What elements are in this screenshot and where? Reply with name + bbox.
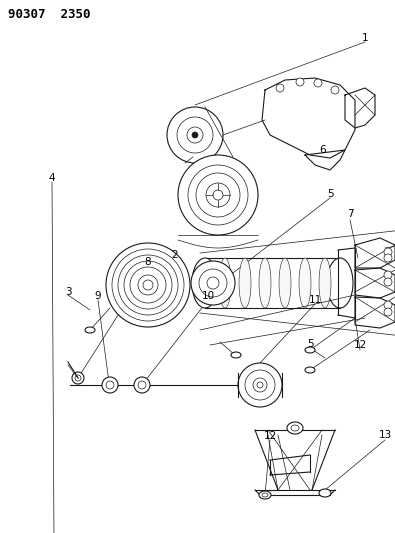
Ellipse shape — [384, 254, 392, 262]
Ellipse shape — [85, 327, 95, 333]
Ellipse shape — [384, 278, 392, 286]
Ellipse shape — [124, 261, 172, 309]
Ellipse shape — [291, 425, 299, 431]
Ellipse shape — [262, 493, 268, 497]
Ellipse shape — [138, 381, 146, 389]
Ellipse shape — [143, 280, 153, 290]
Text: 1: 1 — [362, 33, 368, 43]
Text: 3: 3 — [65, 287, 71, 297]
Ellipse shape — [206, 183, 230, 207]
Ellipse shape — [106, 243, 190, 327]
Ellipse shape — [331, 86, 339, 94]
Ellipse shape — [276, 84, 284, 92]
Ellipse shape — [384, 248, 392, 256]
Ellipse shape — [138, 275, 158, 295]
Ellipse shape — [327, 258, 353, 308]
Ellipse shape — [219, 258, 231, 308]
Text: 6: 6 — [320, 145, 326, 155]
Ellipse shape — [238, 363, 282, 407]
Text: 5: 5 — [327, 189, 333, 199]
Text: 5: 5 — [307, 339, 313, 349]
Ellipse shape — [177, 117, 213, 153]
Ellipse shape — [72, 372, 84, 384]
Ellipse shape — [314, 79, 322, 87]
Ellipse shape — [192, 258, 218, 308]
Ellipse shape — [192, 132, 198, 138]
Ellipse shape — [130, 267, 166, 303]
Ellipse shape — [384, 271, 392, 279]
Ellipse shape — [253, 378, 267, 392]
Ellipse shape — [319, 489, 331, 497]
Ellipse shape — [75, 375, 81, 381]
Text: 4: 4 — [49, 173, 55, 183]
Ellipse shape — [319, 258, 331, 308]
Ellipse shape — [188, 165, 248, 225]
Ellipse shape — [102, 377, 118, 393]
Ellipse shape — [287, 422, 303, 434]
Ellipse shape — [239, 258, 251, 308]
Text: 7: 7 — [347, 209, 353, 219]
Text: 2: 2 — [172, 250, 178, 260]
Ellipse shape — [167, 107, 223, 163]
Text: 90307  2350: 90307 2350 — [8, 8, 90, 21]
Ellipse shape — [191, 261, 235, 305]
Ellipse shape — [134, 377, 150, 393]
Ellipse shape — [178, 155, 258, 235]
Ellipse shape — [259, 491, 271, 499]
Ellipse shape — [231, 352, 241, 358]
Text: 9: 9 — [95, 291, 101, 301]
Ellipse shape — [187, 127, 203, 143]
Ellipse shape — [106, 381, 114, 389]
Text: 8: 8 — [145, 257, 151, 267]
Ellipse shape — [118, 255, 178, 315]
Ellipse shape — [305, 367, 315, 373]
Ellipse shape — [259, 258, 271, 308]
Ellipse shape — [245, 370, 275, 400]
Ellipse shape — [196, 173, 240, 217]
Ellipse shape — [299, 258, 311, 308]
Text: 12: 12 — [354, 340, 367, 350]
Text: 13: 13 — [378, 430, 391, 440]
Ellipse shape — [207, 277, 219, 289]
Text: 10: 10 — [201, 291, 214, 301]
Ellipse shape — [257, 382, 263, 388]
Ellipse shape — [305, 347, 315, 353]
Text: 12: 12 — [263, 431, 276, 441]
Ellipse shape — [296, 78, 304, 86]
Ellipse shape — [213, 190, 223, 200]
Ellipse shape — [279, 258, 291, 308]
Ellipse shape — [384, 308, 392, 316]
Ellipse shape — [112, 249, 184, 321]
Ellipse shape — [384, 301, 392, 309]
Text: 11: 11 — [308, 295, 322, 305]
Ellipse shape — [199, 269, 227, 297]
